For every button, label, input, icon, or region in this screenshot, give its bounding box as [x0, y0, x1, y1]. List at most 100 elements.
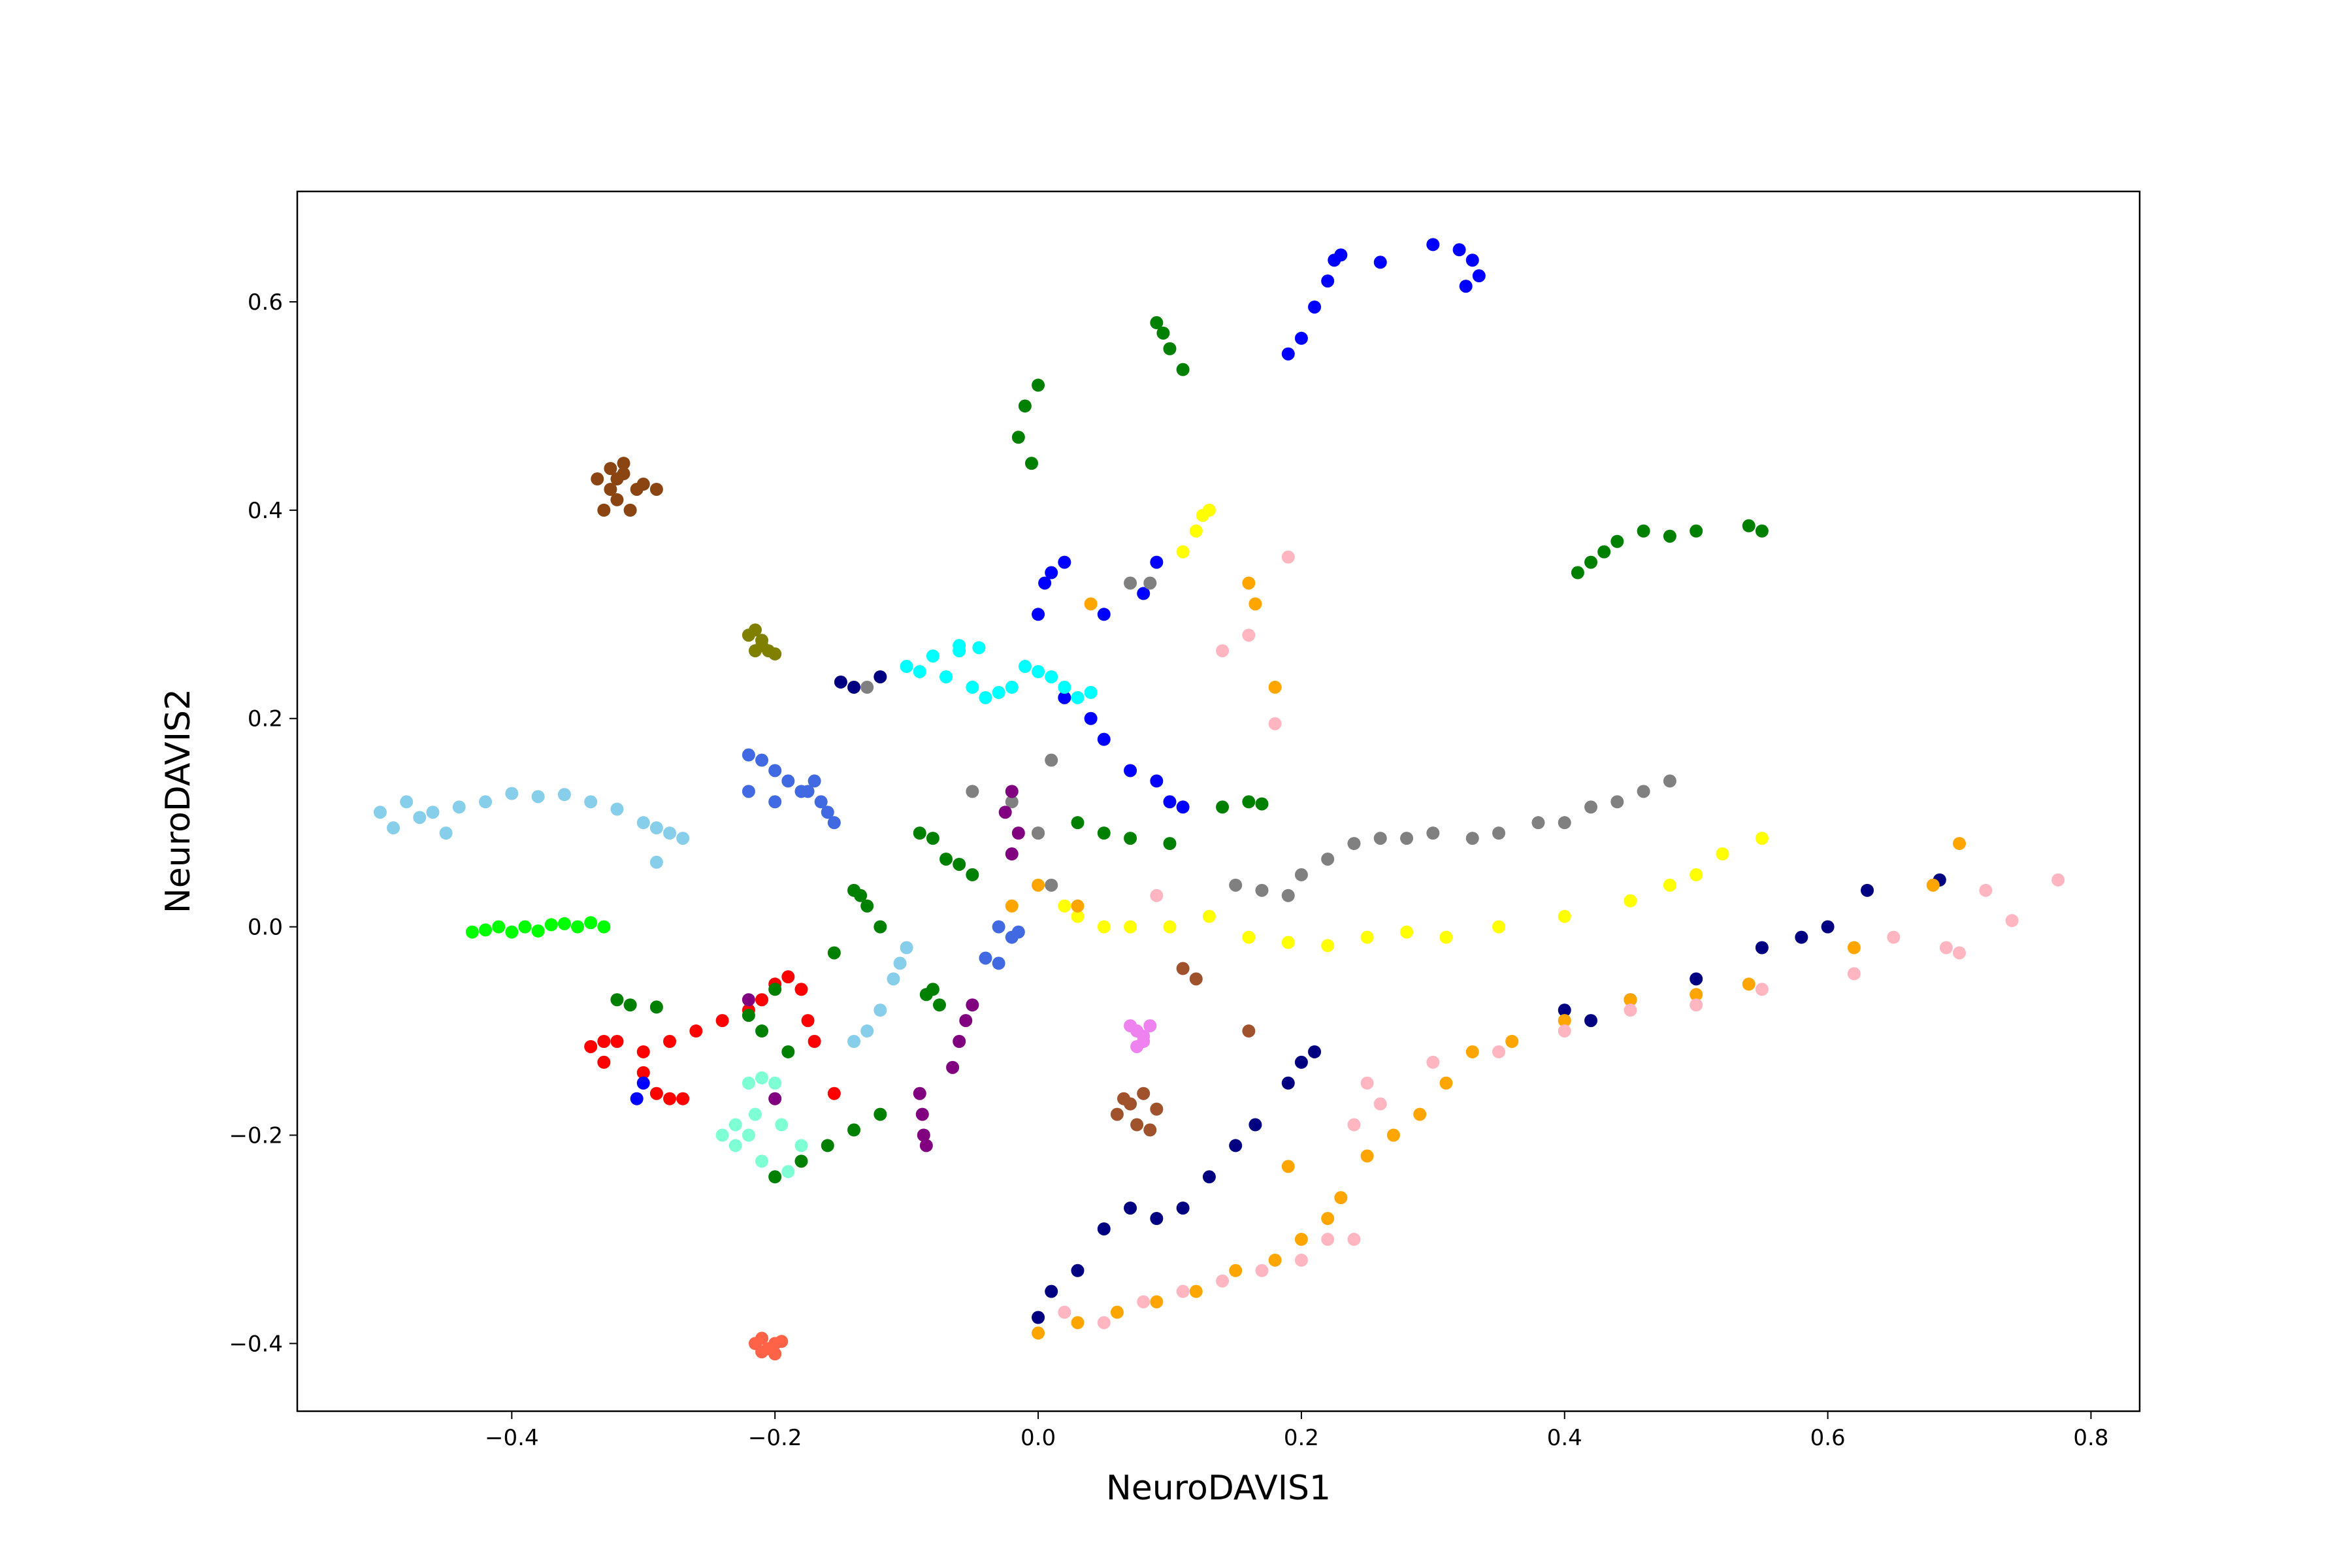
- y-tick-label: 0.4: [248, 498, 283, 524]
- point: [887, 972, 900, 986]
- point: [1011, 925, 1025, 939]
- point: [992, 956, 1005, 970]
- point: [571, 920, 585, 934]
- point: [1334, 248, 1348, 262]
- point: [854, 889, 868, 902]
- point: [1755, 832, 1769, 845]
- point: [1202, 503, 1216, 517]
- point: [915, 1107, 929, 1121]
- y-axis-label: NeuroDAVIS2: [159, 689, 198, 913]
- point: [992, 920, 1005, 934]
- point: [1347, 1118, 1361, 1132]
- point: [1130, 1118, 1144, 1132]
- point: [1024, 457, 1038, 470]
- point: [1071, 691, 1085, 704]
- point: [1058, 680, 1071, 694]
- point: [781, 1045, 795, 1058]
- point: [1597, 545, 1611, 559]
- point: [1690, 524, 1703, 538]
- point: [1439, 1076, 1453, 1090]
- point: [728, 1139, 742, 1152]
- point: [1071, 1316, 1085, 1330]
- point: [808, 1035, 821, 1049]
- point: [649, 482, 663, 496]
- point: [781, 1165, 795, 1179]
- point: [1584, 555, 1598, 569]
- point: [742, 1009, 755, 1022]
- point: [847, 680, 861, 694]
- point: [913, 1086, 926, 1100]
- point: [821, 806, 834, 819]
- point: [1755, 524, 1769, 538]
- point: [919, 988, 933, 1002]
- point: [1334, 1191, 1348, 1205]
- point: [1610, 795, 1624, 809]
- point: [1637, 785, 1650, 798]
- point: [1071, 899, 1085, 913]
- point: [689, 1024, 703, 1038]
- y-tick-label: 0.0: [248, 915, 283, 941]
- point: [1308, 300, 1322, 314]
- point: [1637, 524, 1650, 538]
- point: [1465, 1045, 1479, 1058]
- point: [1143, 576, 1157, 590]
- point: [1465, 253, 1479, 267]
- point: [1268, 1253, 1282, 1267]
- point: [1610, 534, 1624, 548]
- x-tick-label: 0.8: [2073, 1425, 2108, 1451]
- point: [452, 800, 466, 814]
- point: [531, 924, 545, 938]
- y-tick-label: 0.6: [248, 289, 283, 316]
- point: [992, 685, 1005, 699]
- point: [794, 1139, 808, 1152]
- point: [768, 983, 782, 996]
- point: [1321, 939, 1335, 953]
- point: [742, 785, 755, 798]
- point: [794, 983, 808, 996]
- point: [1018, 660, 1032, 674]
- point: [1294, 1232, 1308, 1246]
- point: [1084, 711, 1098, 725]
- point: [1071, 909, 1085, 923]
- point: [1386, 1128, 1400, 1142]
- point: [1242, 795, 1256, 809]
- point: [1531, 816, 1545, 830]
- point: [1156, 326, 1170, 340]
- point: [1281, 1076, 1295, 1090]
- point: [1690, 998, 1703, 1012]
- point: [636, 1076, 650, 1090]
- point: [1058, 691, 1071, 704]
- point: [557, 788, 571, 802]
- point: [781, 774, 795, 788]
- point: [1492, 1045, 1506, 1058]
- point: [649, 1086, 663, 1100]
- point: [1176, 800, 1190, 814]
- point: [827, 1086, 841, 1100]
- point: [1584, 1014, 1598, 1028]
- point: [604, 462, 617, 476]
- point: [1097, 1222, 1111, 1235]
- point: [1281, 936, 1295, 949]
- point: [1308, 1045, 1322, 1058]
- point: [1242, 576, 1256, 590]
- point: [1176, 545, 1190, 559]
- point: [1143, 1019, 1157, 1033]
- point: [768, 1170, 782, 1184]
- point: [1189, 972, 1203, 986]
- point: [492, 920, 506, 934]
- point: [953, 857, 966, 871]
- point: [1011, 826, 1025, 840]
- point: [715, 1014, 729, 1028]
- point: [742, 1076, 755, 1090]
- point: [1373, 1097, 1387, 1111]
- point: [676, 1092, 690, 1105]
- point: [1045, 566, 1058, 580]
- point: [1690, 972, 1703, 986]
- point: [1058, 555, 1071, 569]
- point: [768, 1076, 782, 1090]
- point: [1755, 941, 1769, 955]
- point: [893, 956, 907, 970]
- point: [801, 1014, 815, 1028]
- point: [663, 1035, 677, 1049]
